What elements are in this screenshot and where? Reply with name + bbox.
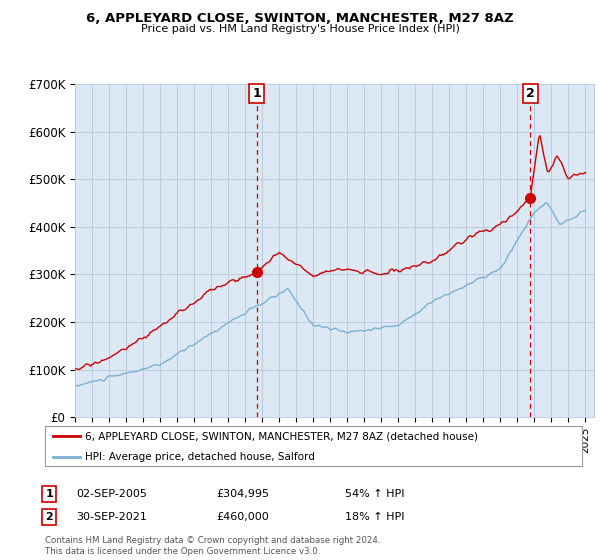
Text: Price paid vs. HM Land Registry's House Price Index (HPI): Price paid vs. HM Land Registry's House …	[140, 24, 460, 34]
Text: 6, APPLEYARD CLOSE, SWINTON, MANCHESTER, M27 8AZ (detached house): 6, APPLEYARD CLOSE, SWINTON, MANCHESTER,…	[85, 432, 478, 441]
Text: 30-SEP-2021: 30-SEP-2021	[76, 512, 147, 522]
Text: 2: 2	[46, 512, 53, 522]
Text: 1: 1	[46, 489, 53, 499]
Text: HPI: Average price, detached house, Salford: HPI: Average price, detached house, Salf…	[85, 452, 315, 461]
Text: 54% ↑ HPI: 54% ↑ HPI	[345, 489, 404, 499]
Text: Contains HM Land Registry data © Crown copyright and database right 2024.
This d: Contains HM Land Registry data © Crown c…	[45, 536, 380, 556]
Text: 18% ↑ HPI: 18% ↑ HPI	[345, 512, 404, 522]
Text: £304,995: £304,995	[216, 489, 269, 499]
Text: 2: 2	[526, 87, 535, 100]
Text: 6, APPLEYARD CLOSE, SWINTON, MANCHESTER, M27 8AZ: 6, APPLEYARD CLOSE, SWINTON, MANCHESTER,…	[86, 12, 514, 25]
Text: 02-SEP-2005: 02-SEP-2005	[76, 489, 147, 499]
Text: £460,000: £460,000	[216, 512, 269, 522]
Text: 1: 1	[252, 87, 261, 100]
